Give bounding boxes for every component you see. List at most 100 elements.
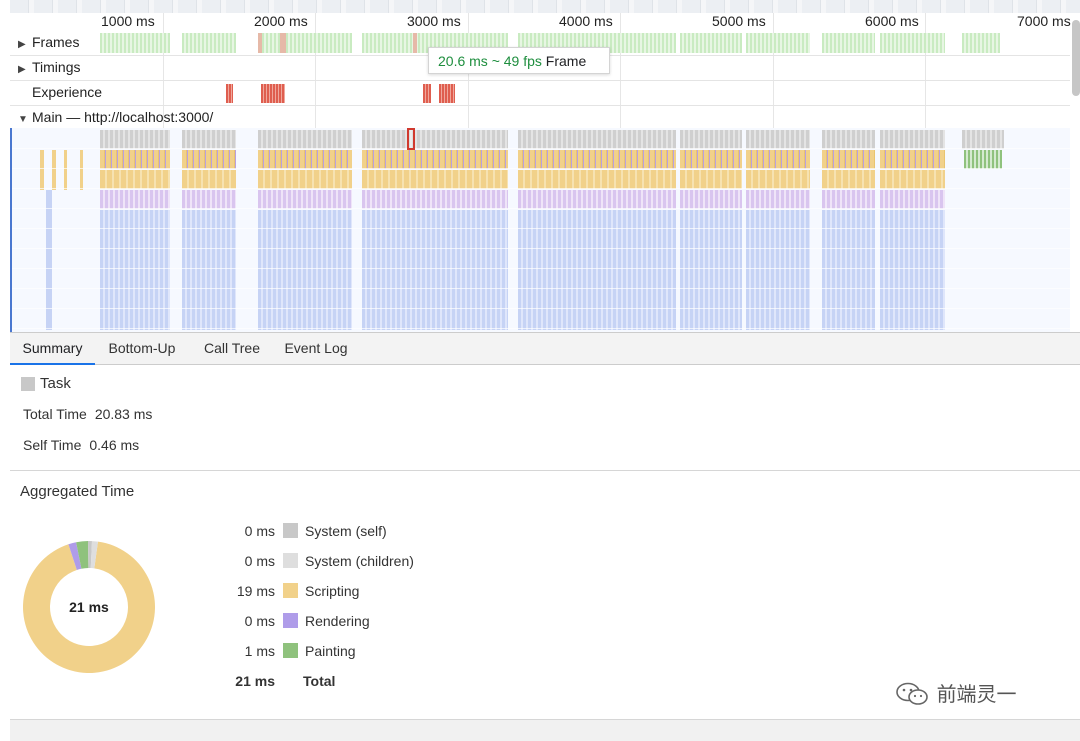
legend-row-rendering: 0 ms Rendering [210, 611, 470, 633]
flame-segment [518, 190, 676, 209]
legend-swatch [283, 523, 298, 538]
donut-center-total: 21 ms [69, 599, 109, 615]
wechat-icon [896, 682, 928, 705]
legend-label: System (children) [305, 553, 414, 569]
flame-row-separator [12, 248, 1070, 249]
legend-swatch [283, 613, 298, 628]
expand-triangle-icon[interactable]: ▶ [18, 39, 26, 50]
flame-segment [680, 130, 742, 149]
flame-row-separator [12, 168, 1070, 169]
flame-segment [258, 190, 352, 209]
timings-track[interactable]: ▶ Timings [10, 56, 1070, 81]
tab-call-tree[interactable]: Call Tree [203, 340, 261, 356]
donut-slice-scripting [23, 541, 155, 673]
legend-row-painting: 1 ms Painting [210, 641, 470, 663]
flame-segment [80, 150, 83, 190]
flame-segment [822, 130, 875, 149]
self-time-label: Self Time [23, 437, 82, 453]
legend-label: System (self) [305, 523, 387, 539]
frames-label-text: Frames [32, 34, 80, 50]
main-track-header[interactable]: ▼ Main — http://localhost:3000/ [10, 106, 1070, 128]
ruler-tick: 2000 ms [254, 13, 308, 29]
aggregated-time-panel: Aggregated Time 21 ms 0 ms System (self)… [10, 471, 1080, 719]
flame-row-separator [12, 148, 1070, 149]
frame-mark [880, 33, 945, 53]
frames-track-label[interactable]: ▶ Frames [18, 34, 79, 50]
timeline-scrollbar[interactable] [1072, 20, 1080, 96]
flame-segment [64, 150, 67, 190]
layout-shift-mark [439, 84, 455, 103]
legend-total-label: Total [303, 673, 336, 689]
tab-bottom-up[interactable]: Bottom-Up [108, 340, 176, 356]
flame-segment [680, 170, 742, 189]
flame-segment [880, 150, 945, 169]
ruler-tick: 6000 ms [865, 13, 919, 29]
flame-row-separator [12, 228, 1070, 229]
flame-segment [258, 170, 352, 189]
flame-segment [964, 150, 1002, 169]
tooltip-label: Frame [545, 53, 587, 69]
timeline-overview[interactable]: 1000 ms 2000 ms 3000 ms 4000 ms 5000 ms … [0, 0, 1080, 332]
total-time-row: Total Time 20.83 ms [23, 406, 152, 422]
flame-row-separator [12, 308, 1070, 309]
frame-tooltip: 20.6 ms ~ 49 fps Frame [428, 47, 610, 74]
flame-segment [822, 190, 875, 209]
main-label-text: Main — http://localhost:3000/ [32, 109, 214, 125]
flame-segment [100, 150, 170, 169]
flame-segment [680, 190, 742, 209]
expand-triangle-icon[interactable]: ▶ [18, 64, 26, 75]
main-track-label[interactable]: ▼ Main — http://localhost:3000/ [18, 109, 213, 125]
flame-segment [40, 150, 44, 190]
selected-task-highlight[interactable] [407, 128, 415, 150]
timings-label-text: Timings [32, 59, 81, 75]
screenshot-thumbnails-strip[interactable] [10, 0, 1080, 13]
collapse-triangle-icon[interactable]: ▼ [18, 114, 28, 125]
legend-value: 19 ms [236, 583, 275, 599]
flame-segment [182, 210, 236, 330]
flame-segment [182, 130, 236, 149]
donut-slice-system-children [90, 541, 98, 569]
flame-segment [518, 130, 676, 149]
frame-mark [680, 33, 742, 53]
frame-mark [100, 33, 170, 53]
flame-segment [258, 130, 352, 149]
legend-row-system-children: 0 ms System (children) [210, 551, 470, 573]
layout-shift-mark [226, 84, 233, 103]
total-time-value: 20.83 ms [94, 406, 153, 422]
legend-swatch [283, 583, 298, 598]
aggregated-time-donut [23, 541, 155, 673]
frame-mark [182, 33, 236, 53]
legend-label: Scripting [305, 583, 360, 599]
tab-event-log[interactable]: Event Log [284, 340, 348, 356]
legend-swatch [283, 643, 298, 658]
legend-row-system-self: 0 ms System (self) [210, 521, 470, 543]
ruler-tick: 1000 ms [101, 13, 155, 29]
main-flame-chart[interactable] [10, 128, 1070, 332]
flame-segment [100, 130, 170, 149]
flame-segment [962, 130, 1004, 149]
flame-segment [100, 170, 170, 189]
layout-shift-mark [261, 84, 285, 103]
flame-segment [362, 190, 508, 209]
tab-summary[interactable]: Summary [10, 333, 95, 365]
flame-segment [880, 190, 945, 209]
legend-value: 0 ms [244, 613, 275, 629]
summary-panel: Task Total Time 20.83 ms Self Time 0.46 ms [10, 365, 1080, 471]
time-ruler[interactable]: 1000 ms 2000 ms 3000 ms 4000 ms 5000 ms … [0, 13, 1080, 31]
frame-mark [962, 33, 1000, 53]
flame-segment [100, 210, 170, 330]
frame-mark [746, 33, 810, 53]
flame-segment [52, 150, 56, 190]
flame-segment [746, 150, 810, 169]
flame-segment [362, 130, 508, 149]
experience-track[interactable]: Experience [10, 81, 1070, 106]
flame-row-separator [12, 328, 1070, 329]
frame-mark [258, 33, 352, 53]
frame-mark-long [280, 33, 286, 53]
flame-segment [362, 210, 508, 330]
flame-segment [182, 170, 236, 189]
flame-segment [518, 210, 676, 330]
legend-row-total: 21 ms Total [210, 671, 470, 693]
timings-track-label[interactable]: ▶ Timings [18, 59, 81, 75]
